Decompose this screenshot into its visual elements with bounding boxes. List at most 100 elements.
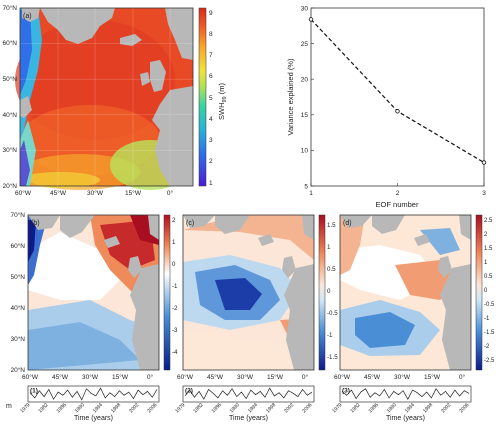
cbar-tick: -2: [172, 305, 178, 312]
pc-line: [341, 388, 470, 400]
cbar-tick: -1: [172, 283, 178, 290]
panel-b-lat-axis: 70°N 60°N 50°N 40°N 30°N 20°N: [10, 211, 25, 374]
year-tick: 1998: [422, 402, 434, 414]
y-axis-ticks: 5 10 15 20 25 30: [301, 5, 314, 190]
y-tick-label: 30: [301, 5, 309, 12]
britain-land: [150, 60, 166, 92]
series-line: [308, 17, 487, 165]
cbar-tick: -0.5: [484, 302, 495, 308]
lon-tick: 30°W: [87, 189, 104, 197]
y-tick-label: 20: [301, 77, 309, 84]
pc-timeseries-3: (3) 1979 1982 1986 1990 1994 1998 2002 2006 Time …: [331, 385, 472, 422]
cbar-tick: -3: [172, 327, 178, 334]
cbar-tick: -2: [484, 344, 490, 350]
cbar-tick: 1: [484, 260, 488, 266]
cbar-tick: 1.5: [484, 246, 493, 252]
lon-tick: 0°: [302, 373, 309, 381]
year-tick: 1986: [211, 402, 223, 414]
cbar-tick: 1: [172, 239, 176, 246]
year-tick: 1990: [74, 402, 86, 414]
y-tick-label: 10: [301, 148, 309, 155]
lat-tick: 20°N: [2, 182, 17, 190]
panel-c-colorbar: 1.5 1 0.5 0 -0.5 -1 -1.5: [318, 214, 338, 371]
panel-b-label: (b): [31, 220, 40, 227]
pc-xlabel: Time (years): [74, 415, 113, 422]
panel-c-label: (c): [186, 220, 194, 227]
lon-tick: 30°W: [237, 373, 254, 381]
cbar-tick: 0: [172, 261, 176, 268]
lon-tick: 15°W: [125, 189, 142, 197]
pc-xlabel: Time (years): [229, 415, 268, 422]
cbar-tick: -0.5: [327, 310, 338, 317]
lon-tick: 15°W: [112, 373, 129, 381]
variance-line: [310, 18, 485, 164]
cbar-tick: 7: [209, 52, 213, 59]
panel-d-colorbar: 2.5 2 1.5 1 0.5 0 -0.5 -1 -1.5 -2 -2.5: [475, 214, 495, 371]
cbar-title: SWH99 (m): [217, 83, 228, 120]
lon-tick: 30°W: [394, 373, 411, 381]
cbar-tick: 1: [327, 244, 331, 251]
lon-tick: 60°W: [177, 373, 194, 381]
variance-point: [481, 160, 487, 165]
year-tick: 2006: [301, 402, 313, 414]
lat-tick: 70°N: [2, 4, 17, 12]
lon-tick: 0°: [167, 189, 174, 197]
pc-timeseries-1: (1) 1979 1982 1986 1990 1994 1998 2002 2006 Time …: [19, 385, 160, 422]
y-tick-label: 15: [301, 112, 309, 119]
pc-line: [29, 387, 158, 401]
cbar-tick: -4: [172, 349, 178, 356]
lon-tick: 0°: [147, 373, 154, 381]
x-tick-label: 3: [482, 190, 486, 197]
panel-a-lon-axis: 60°W 45°W 30°W 15°W 0°: [15, 189, 173, 197]
lon-tick: 15°W: [267, 373, 284, 381]
lat-tick: 70°N: [10, 211, 25, 219]
cbar-tick: -1: [484, 316, 490, 322]
cbar-tick: 0: [484, 288, 488, 294]
variance-point: [308, 17, 314, 22]
cbar-tick: -1.5: [327, 354, 338, 361]
pc-xlabel: Time (years): [386, 415, 425, 422]
cbar-tick: -2.5: [484, 358, 495, 364]
panel-a-map: (a): [15, 7, 194, 190]
cbar-tick: 6: [209, 73, 213, 80]
cbar-tick: 2: [484, 232, 488, 238]
pc-frame: [27, 385, 160, 403]
lat-tick: 20°N: [10, 366, 25, 374]
year-tick: 1994: [247, 402, 259, 414]
lon-tick: 60°W: [334, 373, 351, 381]
year-tick: 1979: [331, 402, 343, 414]
lat-tick: 30°N: [10, 335, 25, 343]
cbar-tick: 2: [172, 217, 176, 224]
year-tick: 1998: [110, 402, 122, 414]
panel-a-label: (a): [23, 13, 32, 20]
pc-label: (3): [342, 388, 350, 395]
europe-africa-land: [152, 86, 193, 186]
lon-tick: 45°W: [52, 373, 69, 381]
line-chart-frame: [310, 7, 485, 187]
x-axis-ticks: 1 2 3: [309, 183, 486, 197]
iceland-land: [120, 34, 142, 46]
x-tick-label: 1: [309, 190, 313, 197]
year-tick: 1990: [386, 402, 398, 414]
cbar-tick: 1: [209, 180, 213, 187]
year-tick: 1979: [19, 402, 31, 414]
lon-tick: 15°W: [424, 373, 441, 381]
lon-tick: 30°W: [82, 373, 99, 381]
year-tick: 1994: [92, 402, 104, 414]
pc-line: [184, 387, 313, 400]
year-tick: 1982: [192, 402, 204, 414]
lon-tick: 45°W: [50, 189, 67, 197]
lat-tick: 50°N: [10, 273, 25, 281]
lon-tick: 45°W: [207, 373, 224, 381]
panel-b-map: (b): [27, 214, 160, 371]
pc-timeseries-2: (2) 1979 1982 1986 1990 1994 1998 2002 2006 Time …: [174, 385, 315, 422]
greenland-land: [40, 8, 115, 44]
y-tick-label: 25: [301, 41, 309, 48]
cbar-tick: 2: [209, 158, 213, 165]
pc-label: (1): [30, 388, 38, 395]
panel-a-colorbar: 1 2 3 4 5 6 7 8 9 SWH99 (m): [198, 7, 228, 187]
cbar-tick: 0.5: [327, 266, 336, 273]
year-tick: 2002: [283, 402, 295, 414]
year-tick: 2002: [440, 402, 452, 414]
year-tick: 2006: [458, 402, 470, 414]
